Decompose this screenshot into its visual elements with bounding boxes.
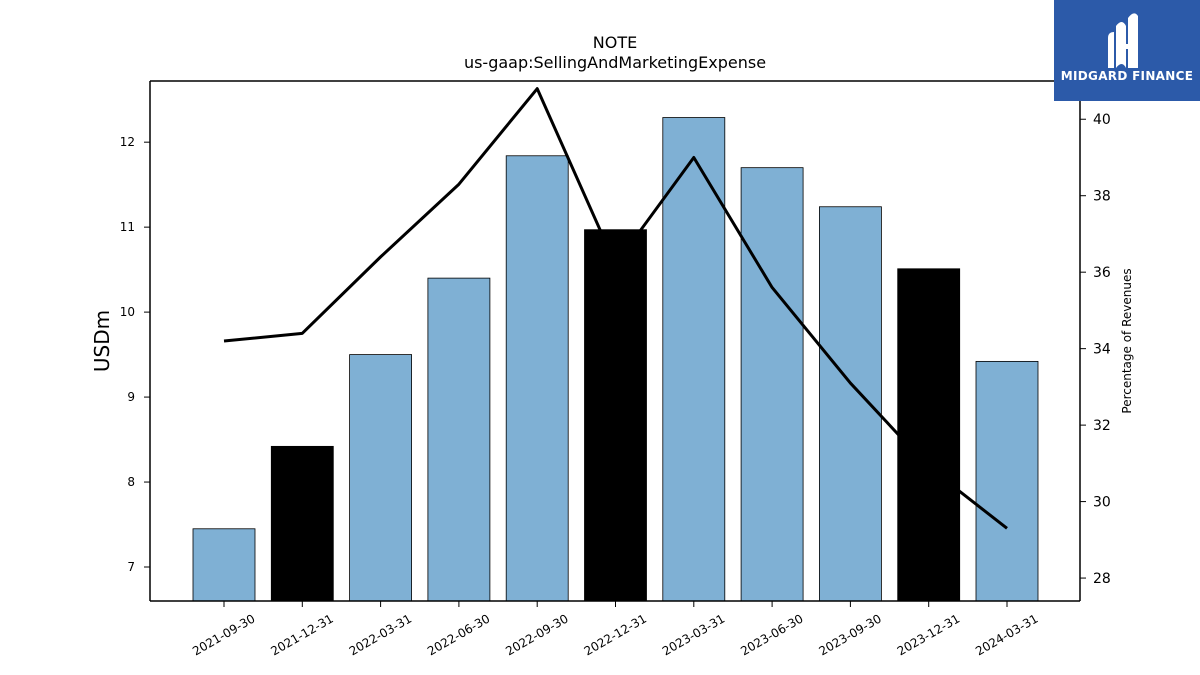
- y-axis-label: USDm: [90, 310, 114, 372]
- bar: [270, 445, 334, 602]
- x-tick-label: 2023-03-31: [660, 611, 727, 658]
- y2-axis-label: Percentage of Revenues: [1120, 268, 1134, 413]
- bar: [584, 229, 647, 602]
- x-tick-label: 2023-06-30: [738, 611, 805, 658]
- logo-text: MIDGARD FINANCE: [1060, 69, 1194, 83]
- y2-tick-label: 30: [1093, 495, 1111, 511]
- bar: [897, 268, 961, 602]
- x-tick-label: 2023-12-31: [895, 611, 962, 658]
- y-tick-label: 9: [127, 390, 135, 404]
- midgard-logo-icon: [1108, 13, 1138, 68]
- x-tick-label: 2022-12-31: [582, 611, 649, 658]
- y-tick-label: 12: [120, 135, 135, 149]
- y2-tick-label: 36: [1093, 265, 1111, 281]
- bar: [192, 528, 256, 602]
- chart-title: NOTE: [593, 33, 637, 52]
- series-line: [223, 87, 1008, 530]
- bar: [427, 277, 491, 602]
- bar: [819, 206, 882, 602]
- bar: [662, 117, 726, 602]
- line-layer: [223, 87, 1008, 530]
- x-tick-label: 2023-09-30: [816, 611, 883, 658]
- y2-tick-label: 34: [1093, 342, 1111, 358]
- bar: [505, 155, 569, 602]
- y-tick-label: 10: [120, 305, 135, 319]
- y2-tick-label: 38: [1093, 189, 1111, 205]
- y2-tick-label: 28: [1093, 571, 1111, 587]
- bar: [740, 167, 804, 602]
- x-tick-label: 2022-09-30: [503, 611, 570, 658]
- x-tick-label: 2021-09-30: [190, 611, 257, 658]
- y2-tick-label: 32: [1093, 418, 1111, 434]
- y2-tick-label: 40: [1093, 112, 1111, 128]
- bars-layer: [192, 117, 1039, 602]
- x-tick-label: 2024-03-31: [973, 611, 1040, 658]
- x-tick-label: 2022-03-31: [347, 611, 414, 658]
- chart-subtitle: us-gaap:SellingAndMarketingExpense: [464, 53, 766, 72]
- bar: [975, 360, 1039, 602]
- y-tick-label: 7: [127, 560, 135, 574]
- brand-logo: MIDGARD FINANCE: [1054, 0, 1200, 101]
- x-tick-label: 2022-06-30: [425, 611, 492, 658]
- y-tick-label: 11: [120, 220, 135, 234]
- bar: [349, 354, 413, 602]
- x-tick-label: 2021-12-31: [268, 611, 335, 658]
- y-tick-label: 8: [127, 475, 135, 489]
